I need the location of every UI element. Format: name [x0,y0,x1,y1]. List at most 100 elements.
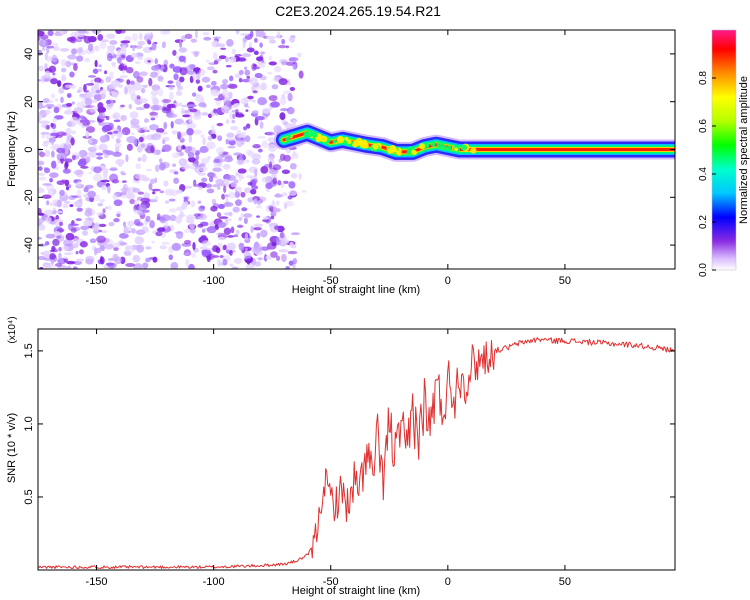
noise-speck [124,86,128,95]
noise-speck [170,261,179,269]
noise-speck [85,82,95,86]
noise-speck [162,144,172,152]
noise-speck [77,160,87,167]
noise-speck [45,109,51,115]
noise-speck [175,231,184,240]
noise-speck [301,190,307,193]
noise-speck [240,213,244,220]
noise-speck [258,257,262,261]
noise-speck [99,135,108,143]
noise-speck [69,71,75,78]
noise-speck [142,262,149,269]
noise-speck [292,119,297,127]
noise-speck [223,212,233,216]
noise-speck [96,211,104,216]
snr-x-ticks: -150 -100 -50 0 50 [86,329,571,588]
noise-speck [214,97,224,101]
noise-speck [247,181,253,186]
noise-speck [63,143,72,151]
noise-speck [145,145,155,154]
noise-speck [289,163,297,170]
noise-speck [287,250,298,255]
noise-speck [244,232,249,241]
noise-speck [38,187,45,194]
noise-speck [72,243,79,249]
noise-speck [236,139,244,148]
noise-speck [244,135,251,143]
colorbar-gradient [712,30,736,270]
noise-speck [201,240,211,247]
noise-speck [95,247,102,254]
noise-speck [38,160,45,166]
noise-speck [150,104,160,111]
noise-speck [143,126,149,132]
ridge-blob [460,144,467,151]
ridge-blob [359,140,368,149]
noise-speck [159,216,166,224]
noise-speck [271,241,277,247]
noise-speck [190,200,196,208]
noise-speck [134,61,141,65]
noise-speck [223,227,232,235]
noise-speck [92,173,103,182]
noise-speck [45,56,53,62]
noise-speck [96,235,106,243]
noise-speck [63,200,71,204]
noise-speck [105,262,115,266]
noise-speck [192,72,197,81]
noise-speck [225,56,229,63]
noise-speck [244,66,248,71]
spectrogram-y-tick-label: 40 [23,48,35,60]
noise-speck [122,221,127,227]
noise-speck [169,63,175,69]
noise-speck [150,71,158,78]
noise-speck [275,200,280,206]
noise-speck [205,59,210,63]
noise-speck [138,142,148,150]
noise-speck [137,204,147,212]
noise-speck [229,56,237,64]
noise-speck [130,118,140,126]
noise-speck [252,144,261,149]
noise-speck [234,191,241,198]
noise-speck [155,149,161,155]
noise-speck [73,63,78,71]
noise-speck [45,216,52,224]
noise-speck [268,55,273,61]
noise-speck [278,78,288,86]
noise-speck [244,247,248,252]
noise-speck [226,242,236,251]
noise-speck [76,207,83,212]
noise-speck [255,205,262,209]
noise-speck [213,163,223,169]
noise-speck [122,69,126,74]
noise-speck [60,59,67,67]
ridge-blob [396,150,402,156]
noise-speck [116,213,121,218]
noise-speck [184,258,190,267]
snr-x-tick-label: 0 [445,576,451,588]
noise-speck [140,87,146,94]
noise-speck [76,47,83,54]
noise-speck [106,45,116,52]
noise-speck [83,83,87,93]
noise-speck [283,154,291,162]
noise-speck [251,158,261,165]
noise-speck [235,159,246,166]
noise-speck [109,71,114,80]
noise-speck [38,166,43,171]
noise-speck [186,127,194,136]
noise-speck [236,224,244,229]
noise-speck [87,190,96,198]
noise-speck [179,67,188,76]
noise-speck [71,154,76,161]
noise-speck [38,212,45,216]
noise-speck [75,55,84,62]
spectrogram-x-tick-label: -150 [86,275,108,287]
noise-speck [163,30,171,35]
noise-speck [279,97,287,106]
noise-speck [245,175,254,179]
noise-speck [62,203,69,209]
noise-speck [61,74,67,80]
noise-speck [175,189,183,194]
